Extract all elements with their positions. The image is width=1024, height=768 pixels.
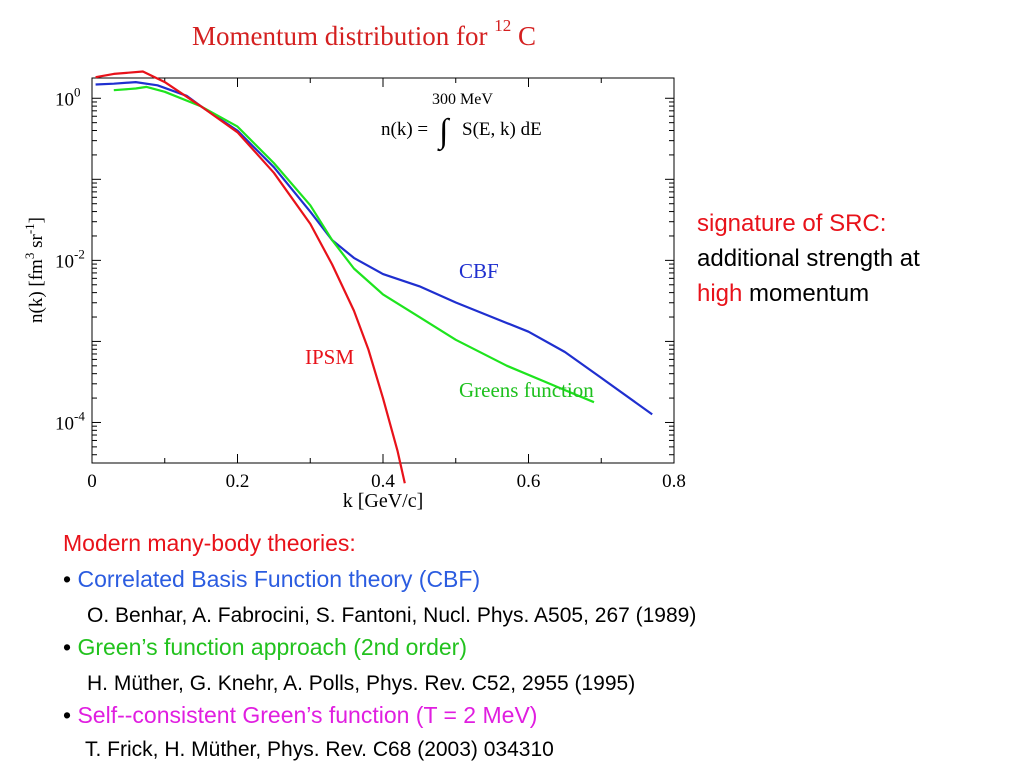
- greens-label: Greens function: [459, 378, 594, 402]
- y-axis-label: n(k) [fm3 sr-1]: [22, 217, 47, 323]
- ipsm-label: IPSM: [305, 345, 354, 369]
- theory-label-scgf: Self--consistent Green’s function (T = 2…: [77, 702, 538, 728]
- note-high: high: [697, 280, 743, 307]
- x-tick-label: 0: [87, 471, 97, 492]
- y-label-mid: sr: [26, 234, 47, 253]
- note-momentum: momentum: [742, 280, 870, 307]
- y-label-end: ]: [26, 217, 47, 223]
- formula-lhs: n(k) =: [381, 119, 428, 140]
- src-signature-note: signature of SRC: additional strength at…: [697, 206, 920, 311]
- x-tick-label: 0.4: [371, 471, 395, 492]
- bullet: •: [63, 566, 72, 592]
- formula-upper-limit: 300 MeV: [432, 91, 493, 108]
- x-tick-label: 0.8: [662, 471, 686, 492]
- note-line-3: high momentum: [697, 276, 920, 311]
- y-label-sup2: -1: [22, 223, 37, 234]
- theory-item-greens: • Green’s function approach (2nd order): [63, 634, 467, 661]
- theory-label-cbf: Correlated Basis Function theory (CBF): [77, 566, 481, 592]
- y-tick-base: 10: [55, 89, 74, 110]
- y-tick-label: 100: [55, 84, 81, 110]
- formula-integrand: S(E, k) dE: [462, 119, 542, 140]
- y-label-main: n(k) [fm: [26, 259, 47, 323]
- theory-ref-greens: H. Müther, G. Knehr, A. Polls, Phys. Rev…: [87, 672, 636, 695]
- x-axis-label: k [GeV/c]: [343, 490, 424, 512]
- y-tick-base: 10: [55, 251, 74, 272]
- y-tick-label: 10-4: [55, 408, 85, 434]
- note-line-1: signature of SRC:: [697, 210, 887, 237]
- theories-heading: Modern many-body theories:: [63, 530, 356, 556]
- series-line-ipsm: [95, 70, 406, 484]
- chart-title-text: Momentum distribution for: [192, 21, 488, 51]
- y-label-sup1: 3: [22, 253, 37, 260]
- bullet: •: [63, 702, 72, 728]
- y-tick-exponent: -4: [74, 408, 85, 423]
- formula-integral-sign: ∫: [437, 113, 451, 152]
- x-tick-label: 0.2: [226, 471, 250, 492]
- chart-title: Momentum distribution for 12 C: [192, 16, 536, 52]
- theory-item-cbf: • Correlated Basis Function theory (CBF): [63, 566, 480, 593]
- y-tick-base: 10: [55, 413, 74, 434]
- chart-title-suffix: C: [517, 21, 536, 51]
- theory-ref-cbf: O. Benhar, A. Fabrocini, S. Fantoni, Nuc…: [87, 604, 697, 627]
- y-tick-exponent: 0: [74, 84, 81, 99]
- cbf-label: CBF: [459, 259, 499, 283]
- chart-title-superscript: 12: [494, 16, 512, 35]
- theory-item-scgf: • Self--consistent Green’s function (T =…: [63, 702, 537, 729]
- y-tick-label: 10-2: [55, 246, 85, 272]
- y-tick-exponent: -2: [74, 246, 85, 261]
- note-line-2: additional strength at: [697, 245, 920, 272]
- x-tick-label: 0.6: [517, 471, 541, 492]
- theory-label-greens: Green’s function approach (2nd order): [77, 634, 467, 660]
- theory-ref-scgf: T. Frick, H. Müther, Phys. Rev. C68 (200…: [85, 738, 554, 761]
- bullet: •: [63, 634, 72, 660]
- series-line-greens-function: [113, 85, 595, 404]
